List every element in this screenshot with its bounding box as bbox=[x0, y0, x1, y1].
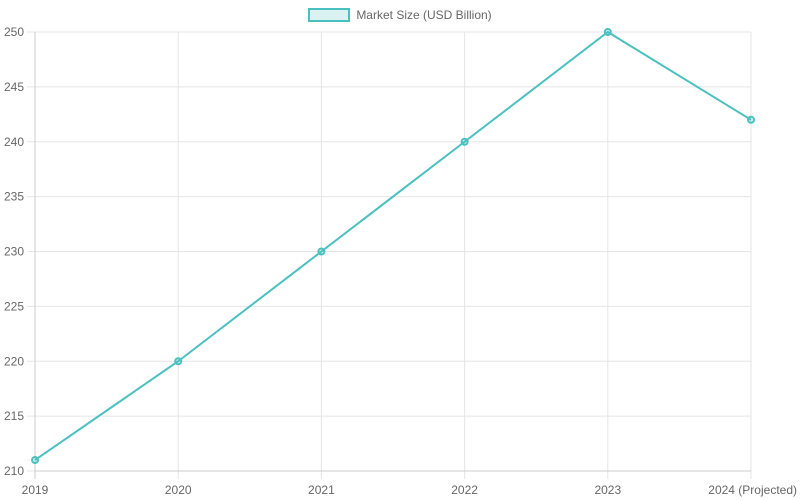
legend-label[interactable]: Market Size (USD Billion) bbox=[356, 8, 492, 22]
x-tick-label: 2021 bbox=[308, 483, 335, 497]
data-series bbox=[31, 28, 755, 465]
y-tick-label: 235 bbox=[4, 190, 24, 204]
y-tick-label: 250 bbox=[4, 25, 24, 39]
x-tick-label: 2022 bbox=[451, 483, 478, 497]
data-point[interactable] bbox=[31, 456, 39, 465]
data-point[interactable] bbox=[460, 137, 469, 146]
data-point[interactable] bbox=[174, 357, 183, 366]
y-tick-label: 210 bbox=[4, 464, 24, 478]
y-axis-ticks: 210 215 220 225 230 235 240 245 250 bbox=[4, 25, 24, 478]
x-tick-label: 2023 bbox=[594, 483, 621, 497]
y-tick-label: 220 bbox=[4, 354, 24, 368]
y-tick-label: 215 bbox=[4, 409, 24, 423]
x-tick-label: 2019 bbox=[22, 483, 49, 497]
x-axis-ticks: 2019 2020 2021 2022 2023 2024 (Projected) bbox=[22, 483, 797, 497]
y-tick-label: 245 bbox=[4, 80, 24, 94]
series-line bbox=[34, 30, 752, 461]
y-tick-label: 240 bbox=[4, 135, 24, 149]
x-tick-label: 2020 bbox=[165, 483, 192, 497]
chart-legend: Market Size (USD Billion) bbox=[0, 8, 800, 22]
data-point[interactable] bbox=[747, 115, 755, 124]
legend-swatch[interactable] bbox=[308, 8, 351, 22]
grid-lines bbox=[27, 31, 752, 479]
y-tick-label: 225 bbox=[4, 299, 24, 313]
x-tick-label: 2024 (Projected) bbox=[708, 483, 797, 497]
y-tick-label: 230 bbox=[4, 245, 24, 259]
data-point[interactable] bbox=[603, 28, 612, 36]
data-point[interactable] bbox=[317, 247, 326, 256]
